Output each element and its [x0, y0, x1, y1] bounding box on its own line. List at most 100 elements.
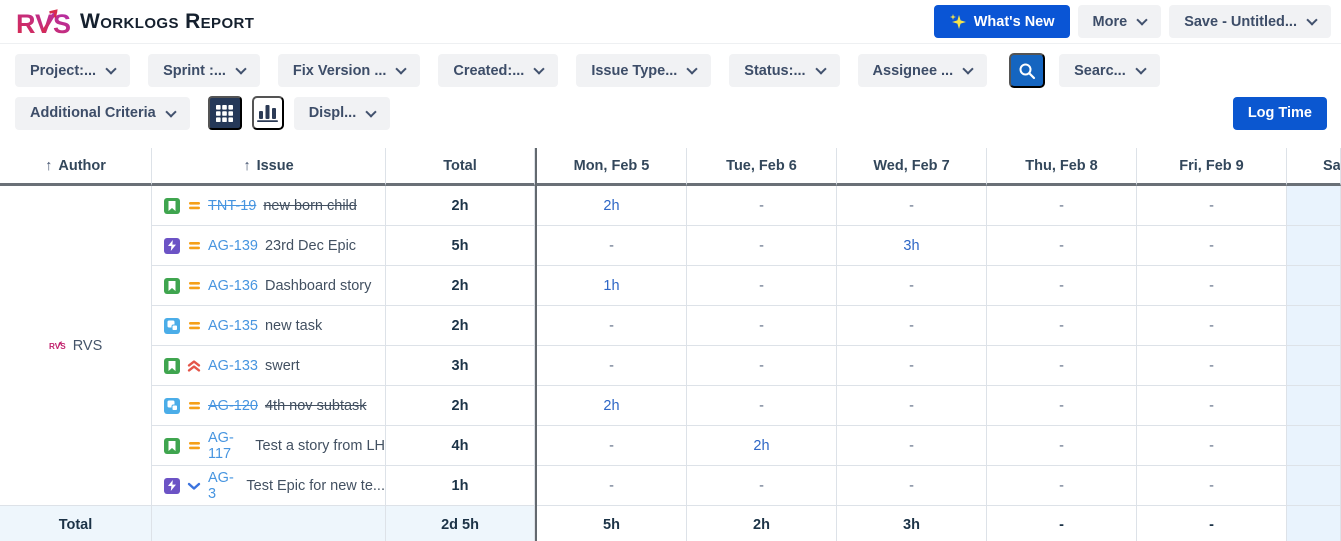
- chevron-down-icon: [687, 64, 696, 73]
- empty-worklog: -: [609, 357, 614, 374]
- empty-worklog: -: [1209, 437, 1214, 454]
- author-name: RVS: [72, 337, 103, 354]
- weekend-cell: [1287, 426, 1341, 466]
- empty-worklog: -: [759, 477, 764, 494]
- filter-status[interactable]: Status:...: [729, 54, 840, 87]
- day-header-label: Fri, Feb 9: [1179, 157, 1244, 174]
- search-icon: [1019, 63, 1036, 79]
- chevron-down-icon: [1137, 15, 1146, 24]
- issue-key-link[interactable]: AG-135: [208, 317, 258, 334]
- worklog-day-cell: -: [837, 426, 987, 466]
- empty-worklog: -: [1059, 437, 1064, 454]
- toolbar-row: Additional Criteria Displ... Log Time: [0, 88, 1341, 130]
- worklog-hours-link[interactable]: 2h: [603, 397, 620, 414]
- more-button[interactable]: More: [1077, 5, 1162, 38]
- save-button[interactable]: Save - Untitled...: [1169, 5, 1331, 38]
- issue-cell: AG-139 23rd Dec Epic: [152, 226, 386, 266]
- worklog-day-cell: -: [537, 306, 687, 346]
- empty-worklog: -: [759, 397, 764, 414]
- issue-key-link[interactable]: AG-133: [208, 357, 258, 374]
- worklog-day-cell: -: [987, 186, 1137, 226]
- empty-worklog: -: [1209, 197, 1214, 214]
- worklog-day-cell: -: [837, 266, 987, 306]
- worklog-day-cell: -: [837, 186, 987, 226]
- issue-cell: TNT-19 new born child: [152, 186, 386, 226]
- worklog-day-cell: -: [687, 186, 837, 226]
- issue-total-cell: 4h: [386, 426, 535, 466]
- filter-project[interactable]: Project:...: [15, 54, 131, 87]
- worklog-day-cell: -: [687, 466, 837, 506]
- totals-label-cell: Total: [0, 506, 152, 541]
- worklog-day-cell[interactable]: 1h: [537, 266, 687, 306]
- issue-key-link[interactable]: AG-117: [208, 429, 234, 462]
- chevron-down-icon: [236, 64, 245, 73]
- weekend-cell: [1287, 226, 1341, 266]
- additional-criteria-button[interactable]: Additional Criteria: [15, 96, 190, 130]
- priority-low-icon: [187, 479, 201, 493]
- issue-total-cell: 2h: [386, 306, 535, 346]
- issue-key-link[interactable]: TNT-19: [208, 197, 257, 214]
- weekend-cell: [1287, 506, 1341, 541]
- worklog-hours-link[interactable]: 3h: [903, 237, 920, 254]
- issue-cell: AG-135 new task: [152, 306, 386, 346]
- sparkles-icon: [949, 13, 966, 29]
- empty-worklog: -: [609, 477, 614, 494]
- issue-key-link[interactable]: AG-3: [208, 469, 234, 502]
- filter-fix-version[interactable]: Fix Version ...: [277, 54, 421, 87]
- filter-sprint[interactable]: Sprint :...: [148, 54, 260, 87]
- empty-worklog: -: [909, 437, 914, 454]
- worklog-day-cell: -: [1137, 306, 1287, 346]
- issue-type-epic-icon: [164, 477, 180, 494]
- worklog-day-cell: -: [987, 226, 1137, 266]
- totals-day-cell: 2h: [687, 506, 837, 541]
- priority-medium-icon: [187, 399, 201, 413]
- issue-total-value: 3h: [451, 357, 469, 374]
- whats-new-button[interactable]: What's New: [933, 5, 1070, 38]
- worklog-day-cell: -: [687, 346, 837, 386]
- issue-key-link[interactable]: AG-139: [208, 237, 258, 254]
- rvs-logo-icon-small: RVS: [49, 341, 66, 351]
- worklog-day-cell: -: [1137, 186, 1287, 226]
- table-view-button[interactable]: [207, 96, 242, 130]
- worklog-day-cell[interactable]: 2h: [537, 386, 687, 426]
- chart-view-button[interactable]: [251, 96, 284, 130]
- worklog-hours-link[interactable]: 1h: [603, 277, 620, 294]
- empty-worklog: -: [1059, 197, 1064, 214]
- display-options-button[interactable]: Displ...: [293, 96, 391, 130]
- log-time-button[interactable]: Log Time: [1232, 96, 1327, 130]
- issue-total-cell: 2h: [386, 266, 535, 306]
- worklog-day-cell: -: [837, 466, 987, 506]
- sort-ascending-icon: ↑: [45, 157, 53, 174]
- column-header-day: Thu, Feb 8: [987, 148, 1137, 186]
- worklog-day-cell: -: [687, 226, 837, 266]
- sort-ascending-icon: ↑: [243, 157, 251, 174]
- filter-search-more[interactable]: Searc...: [1059, 54, 1160, 87]
- worklog-day-cell[interactable]: 2h: [537, 186, 687, 226]
- column-header-issue[interactable]: ↑ Issue: [152, 148, 386, 186]
- totals-day-value: 3h: [903, 516, 920, 533]
- app-logo: RVS Worklogs Report: [16, 6, 254, 38]
- column-header-author[interactable]: ↑ Author: [0, 148, 152, 186]
- issue-summary: swert: [264, 357, 300, 374]
- worklog-day-cell[interactable]: 2h: [687, 426, 837, 466]
- svg-text:RVS: RVS: [49, 342, 66, 351]
- totals-label: Total: [58, 516, 93, 533]
- issue-key-link[interactable]: AG-120: [208, 397, 258, 414]
- worklog-hours-link[interactable]: 2h: [603, 197, 620, 214]
- issue-key-link[interactable]: AG-136: [208, 277, 258, 294]
- search-button[interactable]: [1009, 53, 1046, 88]
- totals-grand-total: 2d 5h: [441, 516, 479, 533]
- empty-worklog: -: [759, 197, 764, 214]
- filter-issue-type[interactable]: Issue Type...: [576, 54, 712, 87]
- chevron-down-icon: [963, 64, 972, 73]
- issue-type-story-icon: [164, 357, 180, 374]
- totals-day-cell: -: [987, 506, 1137, 541]
- save-label: Save - Untitled...: [1184, 13, 1297, 30]
- issue-summary: 4th nov subtask: [264, 397, 367, 414]
- issue-total-cell: 2h: [386, 386, 535, 426]
- chevron-down-icon: [106, 64, 115, 73]
- worklog-hours-link[interactable]: 2h: [753, 437, 770, 454]
- filter-assignee[interactable]: Assignee ...: [857, 54, 988, 87]
- filter-created[interactable]: Created:...: [438, 54, 559, 87]
- worklog-day-cell[interactable]: 3h: [837, 226, 987, 266]
